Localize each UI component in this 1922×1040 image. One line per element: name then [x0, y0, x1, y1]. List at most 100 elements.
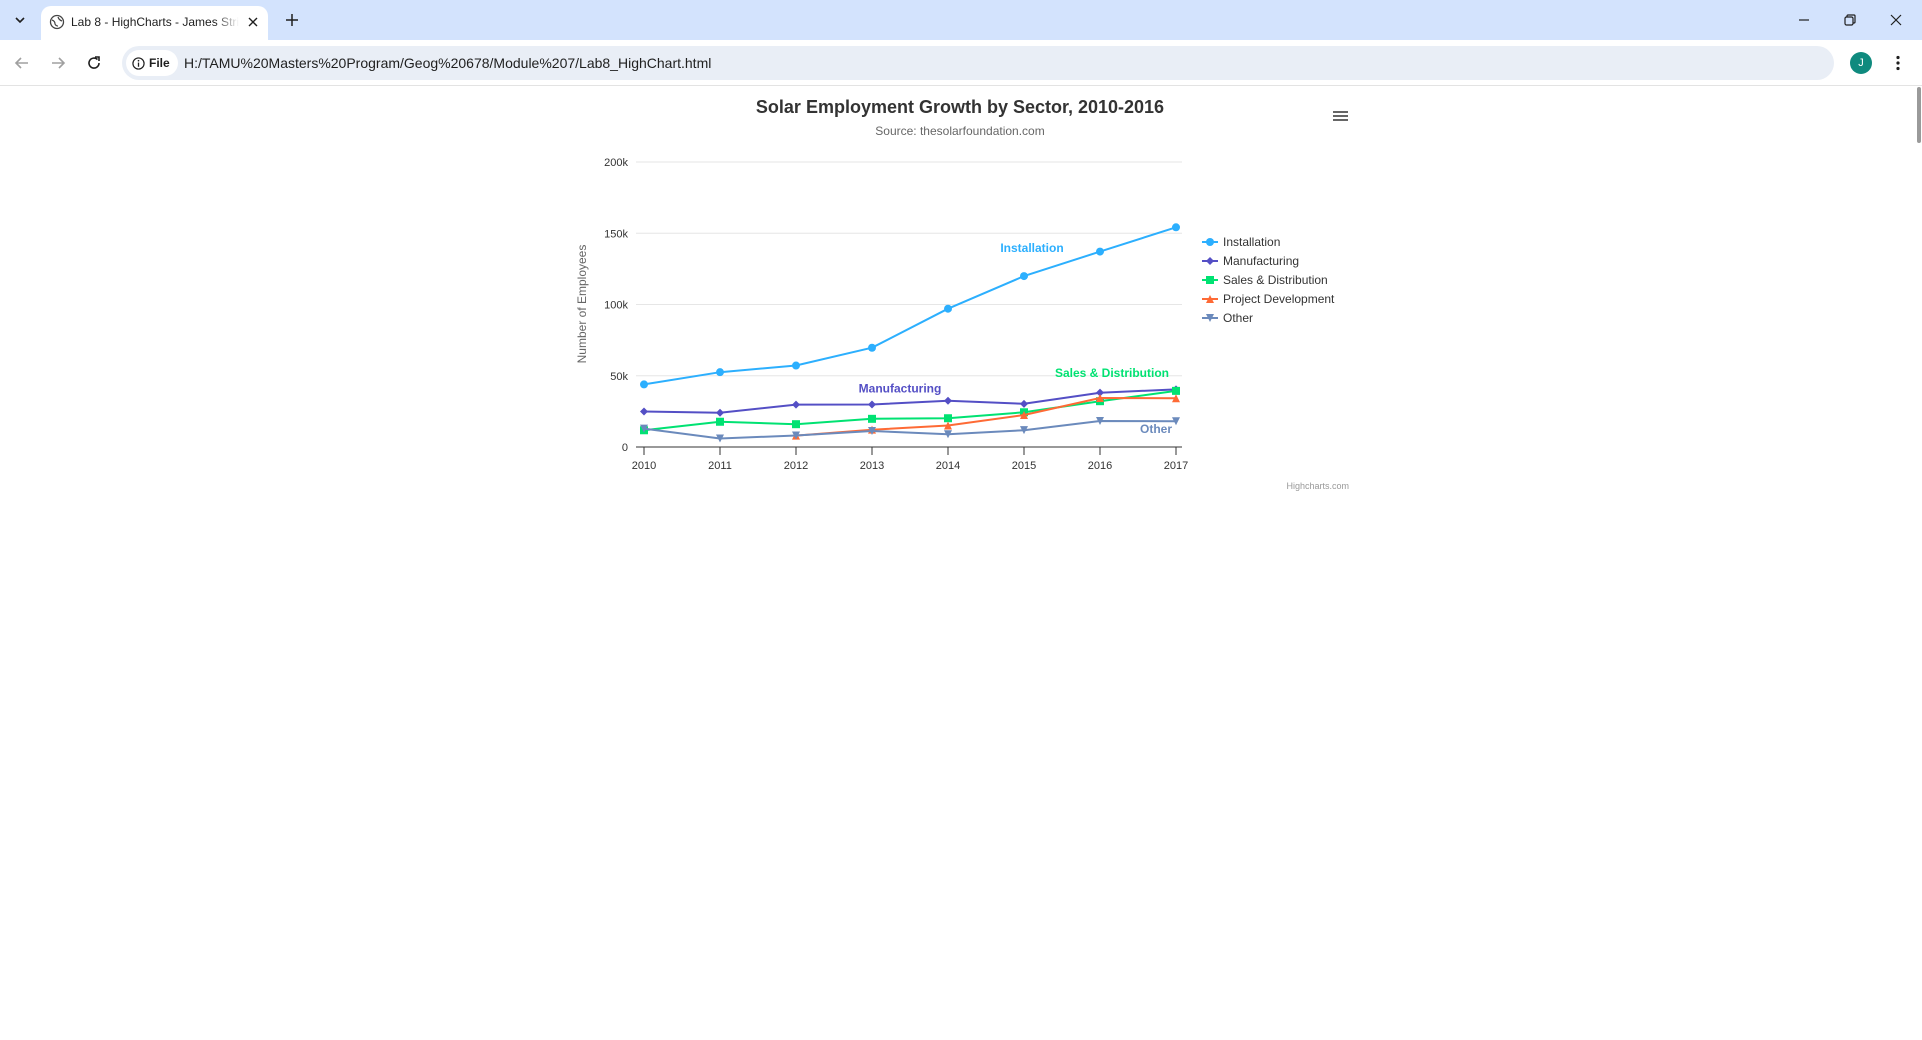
tab-search-button[interactable] — [8, 8, 32, 32]
series-label: Installation — [1000, 241, 1063, 255]
data-point[interactable] — [716, 434, 724, 443]
data-point[interactable] — [944, 421, 952, 430]
forward-button[interactable] — [44, 49, 72, 77]
data-point[interactable] — [1096, 416, 1104, 425]
y-axis: 0 50k 100k 150k 200k — [604, 157, 628, 454]
browser-menu-button[interactable] — [1886, 51, 1910, 75]
data-point[interactable] — [792, 420, 800, 429]
profile-avatar[interactable]: J — [1850, 52, 1872, 74]
browser-tab[interactable]: Lab 8 - HighCharts - James Stricklin — [41, 6, 268, 40]
data-point[interactable] — [640, 380, 648, 389]
scrollbar-thumb[interactable] — [1917, 87, 1921, 143]
data-point[interactable] — [1020, 411, 1028, 420]
data-point[interactable] — [944, 430, 952, 439]
legend: Installation Manufacturing Sales & Distrib… — [1202, 235, 1335, 325]
series-line[interactable] — [643, 388, 1177, 414]
data-point[interactable] — [868, 426, 876, 435]
legend-symbol-marker — [1206, 276, 1214, 284]
x-tick-label: 2014 — [936, 460, 960, 472]
data-point[interactable] — [1096, 393, 1104, 402]
x-tick-label: 2013 — [860, 460, 884, 472]
y-tick-label: 200k — [604, 157, 628, 169]
legend-symbol-marker — [1206, 238, 1214, 246]
tab-close-button[interactable] — [244, 13, 262, 31]
data-point[interactable] — [1096, 247, 1104, 256]
tab-strip: Lab 8 - HighCharts - James Stricklin — [0, 0, 1922, 40]
legend-label: Installation — [1223, 235, 1280, 249]
arrow-left-icon — [14, 57, 28, 69]
data-point[interactable] — [640, 424, 648, 433]
data-point[interactable] — [944, 396, 952, 405]
x-tick-label: 2016 — [1088, 460, 1112, 472]
data-point[interactable] — [792, 400, 800, 409]
restore-button[interactable] — [1830, 6, 1870, 34]
data-point[interactable] — [716, 408, 724, 417]
reload-button[interactable] — [80, 49, 108, 77]
info-icon — [132, 56, 145, 70]
chart-subtitle: Source: thesolarfoundation.com — [875, 124, 1044, 138]
series-line[interactable] — [795, 397, 1177, 437]
series-labels: Installation Manufacturing Sales & Distrib… — [859, 241, 1173, 436]
data-point[interactable] — [792, 361, 800, 370]
minimize-icon — [1799, 19, 1809, 21]
highchart-container: Solar Employment Growth by Sector, 2010-… — [552, 87, 1352, 507]
legend-item[interactable]: Other — [1202, 311, 1253, 325]
data-point[interactable] — [1020, 426, 1028, 435]
restore-icon — [1844, 14, 1856, 26]
legend-label: Sales & Distribution — [1223, 273, 1328, 287]
tab-title: Lab 8 - HighCharts - James Stricklin — [71, 15, 239, 29]
data-point[interactable] — [944, 414, 952, 423]
line-chart: Solar Employment Growth by Sector, 2010-… — [575, 97, 1352, 491]
credits-link[interactable]: Highcharts.com — [1286, 481, 1349, 491]
globe-icon — [49, 14, 65, 30]
data-point[interactable] — [944, 304, 952, 313]
plus-icon — [286, 14, 298, 26]
x-tick-label: 2011 — [708, 460, 732, 472]
data-point[interactable] — [1020, 399, 1028, 408]
data-point[interactable] — [640, 407, 648, 416]
data-point[interactable] — [1172, 386, 1180, 395]
site-info-chip[interactable]: File — [126, 50, 178, 76]
legend-label: Manufacturing — [1223, 254, 1299, 268]
legend-symbol-marker — [1206, 314, 1214, 322]
minimize-button[interactable] — [1784, 6, 1824, 34]
close-window-button[interactable] — [1876, 6, 1916, 34]
data-point[interactable] — [868, 400, 876, 409]
reload-icon — [88, 56, 100, 69]
data-point[interactable] — [1172, 394, 1180, 403]
address-bar[interactable]: File H:/TAMU%20Masters%20Program/Geog%20… — [122, 46, 1834, 80]
chart-title: Solar Employment Growth by Sector, 2010-… — [756, 97, 1164, 117]
series-label: Manufacturing — [859, 381, 942, 395]
series-line[interactable] — [643, 226, 1177, 386]
chevron-down-icon — [15, 17, 25, 24]
legend-symbol-marker — [1206, 257, 1214, 265]
new-tab-button[interactable] — [280, 8, 304, 32]
data-point[interactable] — [716, 368, 724, 377]
legend-item[interactable]: Project Development — [1202, 292, 1335, 306]
data-point[interactable] — [792, 431, 800, 440]
series-installation — [640, 223, 1180, 389]
data-point[interactable] — [868, 414, 876, 423]
data-point[interactable] — [1096, 388, 1104, 397]
export-menu-button[interactable] — [1328, 105, 1352, 127]
data-point[interactable] — [1172, 223, 1180, 232]
page-viewport: Solar Employment Growth by Sector, 2010-… — [0, 87, 1922, 1040]
data-point[interactable] — [1172, 417, 1180, 426]
legend-item[interactable]: Installation — [1202, 235, 1280, 249]
y-axis-title: Number of Employees — [575, 245, 589, 364]
data-point[interactable] — [716, 417, 724, 426]
back-button[interactable] — [8, 49, 36, 77]
url-text[interactable]: H:/TAMU%20Masters%20Program/Geog%20678/M… — [184, 55, 712, 71]
series-group — [640, 223, 1180, 443]
series-line[interactable] — [643, 420, 1177, 440]
legend-item[interactable]: Manufacturing — [1202, 254, 1299, 268]
y-tick-label: 0 — [622, 442, 628, 454]
series-line[interactable] — [643, 389, 1177, 432]
x-tick-label: 2010 — [632, 460, 656, 472]
legend-item[interactable]: Sales & Distribution — [1202, 273, 1328, 287]
data-point[interactable] — [868, 343, 876, 352]
x-tick-label: 2015 — [1012, 460, 1036, 472]
data-point[interactable] — [1020, 272, 1028, 281]
close-icon — [1890, 14, 1902, 26]
legend-symbol-marker — [1206, 295, 1214, 303]
